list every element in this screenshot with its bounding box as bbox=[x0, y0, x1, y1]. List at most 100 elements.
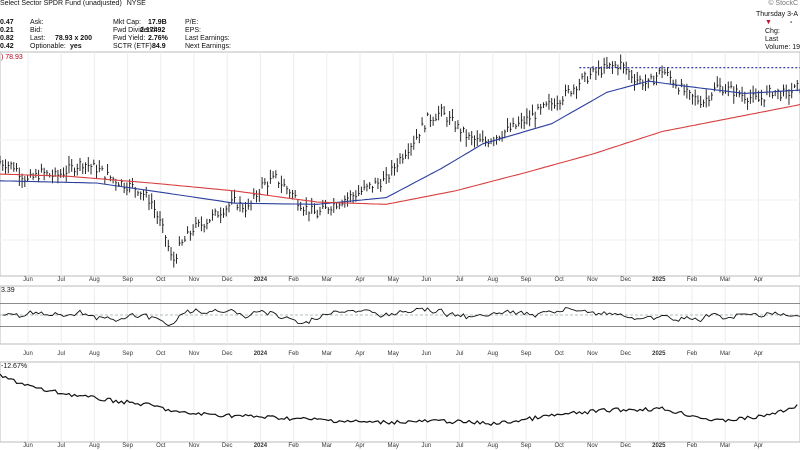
x-tick-label: Aug bbox=[89, 277, 100, 283]
x-tick-label: 2025 bbox=[652, 277, 666, 283]
left-value: 0.42 bbox=[0, 43, 14, 50]
fwd-yield-label: Fwd Yield: bbox=[113, 35, 146, 42]
x-tick-label: Apr bbox=[355, 277, 364, 283]
x-tick-label: Mar bbox=[322, 277, 332, 283]
sctr-value: 84.9 bbox=[152, 43, 166, 50]
moving-average-line bbox=[0, 80, 800, 205]
x-tick-label: Jun bbox=[422, 351, 432, 357]
x-tick-label: Jun bbox=[23, 351, 33, 357]
fwd-dividend-label: Fwd Dividend: bbox=[113, 27, 158, 34]
x-tick-label: Oct bbox=[555, 277, 565, 283]
x-tick-label: 2024 bbox=[254, 277, 268, 283]
ask-label: Ask: bbox=[30, 19, 44, 26]
x-tick-label: Oct bbox=[156, 277, 166, 283]
fwd-yield-value: 2.76% bbox=[148, 35, 168, 42]
last-earnings-label: Last Earnings: bbox=[185, 35, 230, 42]
x-tick-label: Aug bbox=[487, 443, 498, 449]
x-tick-label: Mar bbox=[322, 443, 332, 449]
ratio-panel-border bbox=[0, 361, 800, 443]
left-value: 0.21 bbox=[0, 27, 14, 34]
ratio-label: -12.67% bbox=[1, 363, 27, 370]
x-tick-label: Feb bbox=[687, 351, 698, 357]
x-tick-label: Aug bbox=[89, 351, 100, 357]
rsi-label: 3.39 bbox=[1, 287, 15, 294]
x-tick-label: Apr bbox=[754, 351, 763, 357]
x-tick-label: 2024 bbox=[254, 443, 268, 449]
exchange-label: NYSE bbox=[126, 0, 146, 7]
x-tick-label: Dec bbox=[222, 351, 233, 357]
x-tick-label: May bbox=[388, 277, 399, 283]
x-tick-label: Sep bbox=[521, 351, 532, 357]
x-tick-label: Sep bbox=[122, 351, 133, 357]
x-tick-label: Sep bbox=[521, 277, 532, 283]
x-tick-label: Jul bbox=[456, 277, 464, 283]
x-tick-label: Aug bbox=[487, 351, 498, 357]
x-tick-label: Jun bbox=[422, 277, 432, 283]
x-tick-label: Oct bbox=[156, 351, 166, 357]
x-tick-label: 2024 bbox=[254, 351, 268, 357]
x-tick-label: Dec bbox=[222, 277, 233, 283]
next-earnings-label: Next Earnings: bbox=[185, 43, 231, 50]
rsi-panel-border bbox=[0, 285, 800, 345]
x-tick-label: May bbox=[388, 443, 399, 449]
moving-average-line bbox=[0, 104, 800, 205]
mkt-cap-value: 17.9B bbox=[148, 19, 167, 26]
x-tick-label: Sep bbox=[122, 277, 133, 283]
x-tick-label: Jul bbox=[57, 351, 65, 357]
volume-label: Volume: 19,2 bbox=[765, 44, 800, 51]
x-tick-label: Oct bbox=[555, 443, 565, 449]
x-tick-label: Nov bbox=[189, 277, 200, 283]
last-label: Last: bbox=[30, 35, 46, 42]
x-tick-label: Nov bbox=[587, 277, 598, 283]
x-tick-label: Oct bbox=[555, 351, 565, 357]
x-tick-label: Apr bbox=[754, 443, 763, 449]
mkt-cap-label: Mkt Cap: bbox=[113, 19, 142, 26]
price-label: ) 78.93 bbox=[1, 54, 23, 61]
chart-title-row: Select Sector SPDR Fund (unadjusted) NYS… bbox=[0, 0, 146, 8]
x-tick-label: Oct bbox=[156, 443, 166, 449]
eps-label: EPS: bbox=[185, 27, 201, 34]
chg-label: Chg: bbox=[765, 28, 780, 35]
brand-label: © StockC bbox=[768, 0, 798, 7]
x-tick-label: Feb bbox=[687, 277, 698, 283]
x-tick-label: Nov bbox=[189, 443, 200, 449]
x-tick-label: Jun bbox=[23, 443, 33, 449]
x-tick-label: Mar bbox=[720, 351, 730, 357]
x-tick-label: Aug bbox=[487, 277, 498, 283]
x-tick-label: Dec bbox=[620, 277, 631, 283]
x-tick-label: 2025 bbox=[652, 443, 666, 449]
x-tick-label: Nov bbox=[189, 351, 200, 357]
change-value: - bbox=[790, 19, 793, 26]
optionable-label: Optionable: bbox=[30, 43, 66, 50]
x-tick-label: Nov bbox=[587, 351, 598, 357]
relative-strength-line bbox=[0, 373, 798, 426]
bid-label: Bid: bbox=[30, 27, 43, 34]
date-label: Thursday 3-A bbox=[755, 11, 798, 18]
x-tick-label: Mar bbox=[720, 443, 730, 449]
x-tick-label: Apr bbox=[355, 443, 364, 449]
x-tick-label: Mar bbox=[720, 277, 730, 283]
x-tick-label: Aug bbox=[89, 443, 100, 449]
x-tick-label: Mar bbox=[322, 351, 332, 357]
down-arrow-icon: ▼ bbox=[765, 19, 772, 26]
x-tick-label: Dec bbox=[620, 443, 631, 449]
x-tick-label: Feb bbox=[288, 277, 299, 283]
x-tick-label: 2025 bbox=[652, 351, 666, 357]
x-tick-label: Jun bbox=[23, 277, 33, 283]
last-right-label: Last bbox=[765, 36, 779, 43]
x-tick-label: Feb bbox=[687, 443, 698, 449]
x-tick-label: Sep bbox=[521, 443, 532, 449]
x-tick-label: Dec bbox=[620, 351, 631, 357]
sctr-label: SCTR (ETF): bbox=[113, 43, 154, 50]
x-tick-label: Jun bbox=[422, 443, 432, 449]
x-tick-label: Apr bbox=[355, 351, 364, 357]
x-tick-label: Jul bbox=[57, 443, 65, 449]
x-tick-label: Nov bbox=[587, 443, 598, 449]
x-tick-label: May bbox=[388, 351, 399, 357]
price-panel-border bbox=[0, 51, 800, 277]
x-tick-label: Sep bbox=[122, 443, 133, 449]
left-value: 0.47 bbox=[0, 19, 14, 26]
fwd-dividend-value: 2.17492 bbox=[140, 27, 166, 34]
